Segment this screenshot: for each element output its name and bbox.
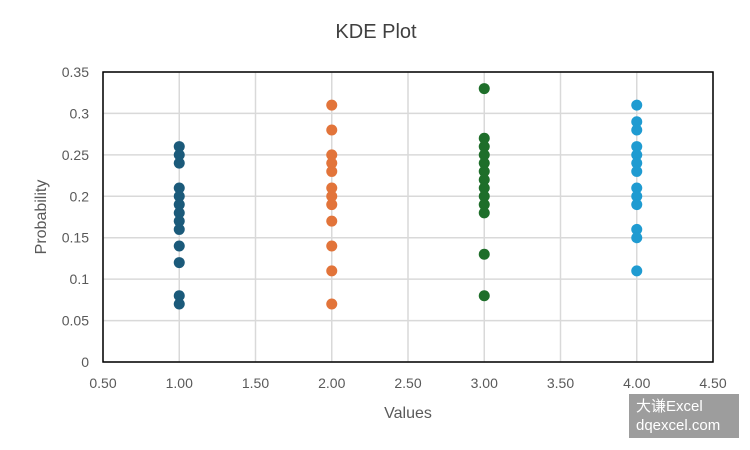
data-point-series-3 — [478, 207, 490, 219]
data-point-series-4 — [631, 157, 643, 169]
data-point-series-4 — [631, 116, 643, 128]
data-point-series-1 — [173, 240, 185, 252]
data-point-series-1 — [173, 190, 185, 202]
y-tick-label: 0.35 — [62, 64, 89, 80]
data-point-series-3 — [478, 199, 490, 211]
data-point-series-4 — [631, 223, 643, 235]
data-point-series-4 — [631, 149, 643, 161]
data-point-series-1 — [173, 207, 185, 219]
data-point-series-1 — [173, 215, 185, 227]
data-point-series-4 — [631, 141, 643, 153]
data-point-series-3 — [478, 157, 490, 169]
data-point-series-3 — [478, 149, 490, 161]
x-tick-label: 4.00 — [623, 375, 650, 391]
watermark-background — [629, 394, 739, 438]
y-tick-label: 0.15 — [62, 230, 89, 246]
data-point-series-3 — [478, 290, 490, 302]
data-point-series-3 — [478, 174, 490, 186]
data-point-series-3 — [478, 190, 490, 202]
data-point-series-2 — [326, 165, 338, 177]
data-point-series-1 — [173, 149, 185, 161]
data-point-series-2 — [326, 199, 338, 211]
data-point-series-2 — [326, 182, 338, 194]
data-point-series-4 — [631, 182, 643, 194]
data-point-series-3 — [478, 165, 490, 177]
data-point-series-3 — [478, 182, 490, 194]
grid-layer — [102, 71, 714, 363]
x-tick-label: 2.00 — [318, 375, 345, 391]
x-tick-label: 1.00 — [166, 375, 193, 391]
data-point-series-4 — [631, 199, 643, 211]
x-tick-label: 3.00 — [471, 375, 498, 391]
watermark: 大谦Excel dqexcel.com — [629, 394, 739, 438]
x-tick-label: 0.50 — [89, 375, 116, 391]
y-tick-label: 0.1 — [70, 271, 90, 287]
data-point-series-4 — [631, 190, 643, 202]
x-tick-label: 2.50 — [394, 375, 421, 391]
data-point-series-4 — [631, 265, 643, 277]
plot-frame — [102, 71, 714, 363]
data-point-series-1 — [173, 199, 185, 211]
data-point-series-3 — [478, 132, 490, 144]
data-point-series-1 — [173, 182, 185, 194]
x-tick-labels: 0.50 1.00 1.50 2.00 2.50 3.00 3.50 4.00 4.50 — [89, 375, 726, 391]
data-point-series-1 — [173, 257, 185, 269]
data-point-series-3 — [478, 248, 490, 260]
data-point-series-2 — [326, 99, 338, 111]
data-point-series-2 — [326, 215, 338, 227]
data-points — [173, 83, 643, 310]
y-tick-labels: 0 0.05 0.1 0.15 0.2 0.25 0.3 0.35 — [62, 64, 89, 370]
y-axis-label: Probability — [33, 180, 50, 255]
data-point-series-2 — [326, 124, 338, 136]
watermark-line2: dqexcel.com — [636, 417, 720, 434]
y-tick-label: 0 — [81, 354, 89, 370]
data-point-series-4 — [631, 165, 643, 177]
data-point-series-1 — [173, 223, 185, 235]
data-point-series-2 — [326, 190, 338, 202]
data-point-series-3 — [478, 141, 490, 153]
data-point-series-2 — [326, 149, 338, 161]
data-point-series-4 — [631, 232, 643, 244]
x-tick-label: 3.50 — [547, 375, 574, 391]
x-tick-label: 1.50 — [242, 375, 269, 391]
data-point-series-2 — [326, 265, 338, 277]
y-tick-label: 0.05 — [62, 313, 89, 329]
data-point-series-2 — [326, 240, 338, 252]
data-point-series-1 — [173, 157, 185, 169]
data-point-series-1 — [173, 298, 185, 310]
y-tick-label: 0.3 — [70, 105, 90, 121]
y-tick-label: 0.2 — [70, 188, 90, 204]
data-point-series-4 — [631, 124, 643, 136]
data-point-series-1 — [173, 141, 185, 153]
data-point-series-2 — [326, 157, 338, 169]
chart-title: KDE Plot — [335, 21, 417, 43]
x-tick-label: 4.50 — [699, 375, 726, 391]
watermark-line1: 大谦Excel — [636, 398, 703, 415]
data-point-series-1 — [173, 290, 185, 302]
x-axis-label: Values — [384, 405, 432, 422]
data-point-series-4 — [631, 99, 643, 111]
y-tick-label: 0.25 — [62, 147, 89, 163]
data-point-series-3 — [478, 83, 490, 95]
data-point-series-2 — [326, 298, 338, 310]
